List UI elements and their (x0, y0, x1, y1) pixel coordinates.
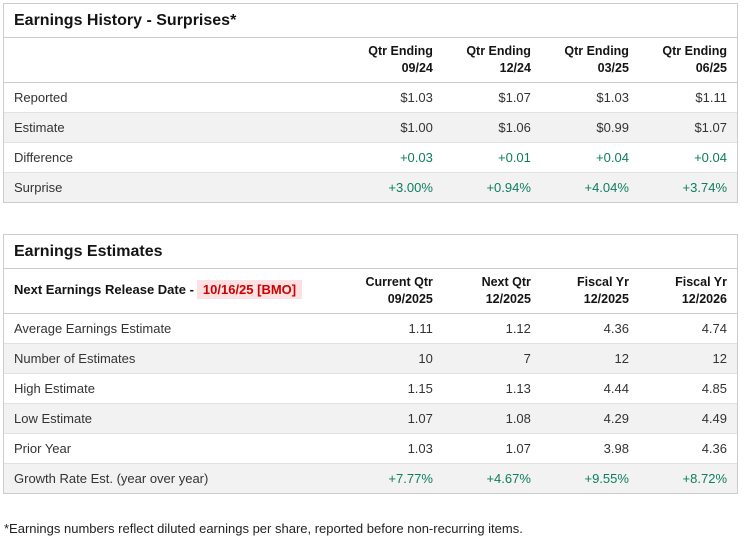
row-label: Surprise (14, 179, 63, 195)
value-cell: $1.00 (400, 119, 433, 135)
row-label: Low Estimate (14, 410, 93, 426)
value-cell: 12 (712, 350, 727, 366)
value-cell: 4.29 (603, 410, 629, 426)
value-cell: 1.08 (505, 410, 531, 426)
table-row-difference: Difference +0.03 +0.01 +0.04 +0.04 (4, 142, 737, 172)
row-label: Prior Year (14, 440, 72, 456)
column-header-line1: Next Qtr (481, 275, 531, 290)
column-header-line2: 06/25 (695, 60, 727, 75)
value-cell-positive: +0.04 (694, 149, 727, 165)
earnings-history-card: Earnings History - Surprises* Qtr Ending… (3, 3, 738, 203)
row-label: Reported (14, 89, 68, 105)
table-row-low-estimate: Low Estimate 1.07 1.08 4.29 4.49 (4, 403, 737, 434)
value-cell: 1.12 (505, 320, 531, 336)
section-spacer (3, 203, 738, 234)
table-row-prior-year: Prior Year 1.03 1.07 3.98 4.36 (4, 433, 737, 463)
row-label: Growth Rate Est. (year over year) (14, 470, 209, 486)
column-header-qtr-0625: Qtr Ending 06/25 (638, 38, 737, 83)
next-earnings-release-cell: Next Earnings Release Date -10/16/25 [BM… (4, 269, 345, 314)
value-cell: $1.03 (596, 89, 629, 105)
value-cell-positive: +4.04% (584, 179, 629, 195)
release-date-badge: 10/16/25 [BMO] (196, 280, 303, 300)
earnings-estimates-card: Earnings Estimates Next Earnings Release… (3, 233, 738, 494)
table-row-number-of-estimates: Number of Estimates 10 7 12 12 (4, 343, 737, 374)
column-header-line2: 09/2025 (387, 291, 433, 306)
release-date-label: Next Earnings Release Date - (14, 282, 194, 298)
column-header-line1: Fiscal Yr (675, 275, 727, 290)
value-cell: $1.03 (400, 89, 433, 105)
column-header-line1: Current Qtr (365, 275, 433, 290)
value-cell: 1.07 (505, 440, 531, 456)
column-header-line1: Qtr Ending (662, 44, 727, 59)
value-cell: 4.36 (701, 440, 727, 456)
column-header-qtr-0325: Qtr Ending 03/25 (540, 38, 639, 83)
value-cell-positive: +0.03 (399, 149, 433, 165)
column-header-fiscal-yr-2026: Fiscal Yr 12/2026 (638, 269, 737, 314)
header-row: Qtr Ending 09/24 Qtr Ending 12/24 Qtr En… (4, 38, 737, 83)
column-header-next-qtr: Next Qtr 12/2025 (442, 269, 541, 314)
value-cell-positive: +0.94% (486, 179, 531, 195)
column-header-current-qtr: Current Qtr 09/2025 (344, 269, 443, 314)
value-cell: $1.06 (498, 119, 531, 135)
value-cell-positive: +7.77% (388, 470, 433, 486)
column-header-line1: Qtr Ending (564, 44, 629, 59)
value-cell-positive: +3.74% (682, 179, 727, 195)
column-header-qtr-1224: Qtr Ending 12/24 (442, 38, 541, 83)
earnings-footnote: *Earnings numbers reflect diluted earnin… (4, 520, 523, 536)
value-cell-positive: +4.67% (486, 470, 531, 486)
value-cell: 4.44 (603, 380, 629, 396)
table-row-growth-rate: Growth Rate Est. (year over year) +7.77%… (4, 463, 737, 493)
column-header-line2: 03/25 (597, 60, 629, 75)
value-cell: 4.36 (603, 320, 629, 336)
row-label: Difference (14, 149, 74, 165)
empty-header-cell (4, 38, 345, 83)
row-label: Estimate (14, 119, 65, 135)
column-header-line2: 12/2025 (583, 291, 629, 306)
column-header-line1: Fiscal Yr (577, 275, 629, 290)
value-cell: 3.98 (603, 440, 629, 456)
column-header-line2: 12/24 (499, 60, 531, 75)
earnings-estimates-title: Earnings Estimates (4, 235, 737, 270)
row-label: Average Earnings Estimate (14, 320, 172, 336)
value-cell-positive: +3.00% (388, 179, 433, 195)
column-header-fiscal-yr-2025: Fiscal Yr 12/2025 (540, 269, 639, 314)
table-row-average-estimate: Average Earnings Estimate 1.11 1.12 4.36… (4, 313, 737, 343)
table-row-high-estimate: High Estimate 1.15 1.13 4.44 4.85 (4, 373, 737, 403)
table-row-surprise: Surprise +3.00% +0.94% +4.04% +3.74% (4, 172, 737, 202)
column-header-line1: Qtr Ending (368, 44, 433, 59)
value-cell: 1.11 (408, 320, 433, 336)
value-cell: $1.07 (498, 89, 531, 105)
header-row: Next Earnings Release Date -10/16/25 [BM… (4, 269, 737, 314)
column-header-line1: Qtr Ending (466, 44, 531, 59)
earnings-estimates-table: Next Earnings Release Date -10/16/25 [BM… (4, 269, 737, 493)
value-cell: 1.07 (407, 410, 433, 426)
column-header-qtr-0924: Qtr Ending 09/24 (344, 38, 443, 83)
value-cell-positive: +0.04 (596, 149, 629, 165)
earnings-history-title: Earnings History - Surprises* (4, 4, 737, 39)
value-cell: $1.11 (695, 89, 727, 105)
table-row-estimate: Estimate $1.00 $1.06 $0.99 $1.07 (4, 112, 737, 143)
value-cell: 4.49 (701, 410, 727, 426)
value-cell: 10 (418, 350, 433, 366)
value-cell-positive: +9.55% (584, 470, 629, 486)
value-cell: $1.07 (694, 119, 727, 135)
value-cell: 1.03 (407, 440, 433, 456)
earnings-history-table: Qtr Ending 09/24 Qtr Ending 12/24 Qtr En… (4, 38, 737, 202)
column-header-line2: 12/2025 (485, 291, 531, 306)
value-cell: 1.13 (505, 380, 531, 396)
value-cell-positive: +8.72% (682, 470, 727, 486)
row-label: Number of Estimates (14, 350, 136, 366)
value-cell: 7 (523, 350, 531, 366)
row-label: High Estimate (14, 380, 95, 396)
column-header-line2: 09/24 (401, 60, 433, 75)
value-cell-positive: +0.01 (498, 149, 531, 165)
value-cell: 1.15 (407, 380, 433, 396)
value-cell: 12 (614, 350, 629, 366)
value-cell: $0.99 (596, 119, 629, 135)
value-cell: 4.85 (701, 380, 727, 396)
table-row-reported: Reported $1.03 $1.07 $1.03 $1.11 (4, 82, 737, 112)
column-header-line2: 12/2026 (681, 291, 727, 306)
value-cell: 4.74 (701, 320, 727, 336)
